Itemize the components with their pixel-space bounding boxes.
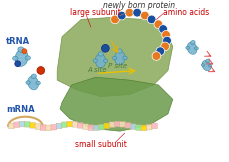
FancyBboxPatch shape: [130, 124, 136, 129]
Circle shape: [15, 61, 20, 67]
FancyBboxPatch shape: [8, 123, 14, 129]
Ellipse shape: [26, 81, 30, 84]
FancyBboxPatch shape: [93, 125, 99, 131]
FancyBboxPatch shape: [125, 123, 130, 128]
Circle shape: [161, 30, 170, 39]
FancyBboxPatch shape: [98, 124, 104, 130]
Text: amino acids: amino acids: [162, 8, 209, 17]
Circle shape: [37, 67, 44, 74]
FancyBboxPatch shape: [140, 125, 146, 131]
FancyBboxPatch shape: [72, 122, 78, 127]
Ellipse shape: [103, 59, 107, 63]
Ellipse shape: [112, 56, 116, 60]
Circle shape: [117, 11, 125, 20]
FancyBboxPatch shape: [146, 124, 151, 130]
Circle shape: [110, 15, 119, 24]
FancyBboxPatch shape: [104, 123, 109, 129]
Ellipse shape: [95, 54, 105, 68]
Polygon shape: [57, 17, 172, 97]
FancyBboxPatch shape: [24, 122, 30, 127]
FancyBboxPatch shape: [119, 122, 125, 127]
Ellipse shape: [36, 81, 40, 85]
Text: large subunit: large subunit: [69, 8, 120, 17]
FancyBboxPatch shape: [135, 125, 141, 130]
Ellipse shape: [194, 47, 197, 50]
Circle shape: [151, 52, 160, 60]
Ellipse shape: [15, 50, 28, 66]
FancyBboxPatch shape: [45, 125, 51, 131]
Ellipse shape: [185, 46, 189, 49]
Circle shape: [22, 49, 27, 54]
FancyBboxPatch shape: [19, 121, 25, 127]
FancyBboxPatch shape: [61, 122, 67, 127]
Circle shape: [147, 15, 155, 24]
FancyBboxPatch shape: [56, 123, 62, 129]
Ellipse shape: [31, 74, 36, 79]
Ellipse shape: [18, 47, 24, 52]
Ellipse shape: [93, 59, 97, 62]
Circle shape: [132, 8, 141, 17]
FancyBboxPatch shape: [67, 121, 72, 127]
Polygon shape: [60, 77, 172, 131]
FancyBboxPatch shape: [14, 122, 19, 127]
Text: newly born protein: newly born protein: [103, 1, 174, 10]
FancyBboxPatch shape: [51, 124, 57, 130]
FancyBboxPatch shape: [77, 123, 83, 128]
Ellipse shape: [28, 76, 38, 90]
Ellipse shape: [205, 59, 209, 63]
FancyBboxPatch shape: [88, 125, 93, 130]
Ellipse shape: [186, 42, 196, 54]
Circle shape: [153, 20, 162, 29]
Ellipse shape: [201, 61, 210, 71]
Text: A site: A site: [87, 67, 107, 73]
Ellipse shape: [190, 40, 194, 45]
FancyBboxPatch shape: [114, 121, 120, 127]
Ellipse shape: [13, 56, 18, 60]
Circle shape: [101, 44, 109, 52]
FancyBboxPatch shape: [82, 124, 88, 129]
Ellipse shape: [200, 64, 204, 66]
Circle shape: [162, 36, 171, 45]
FancyBboxPatch shape: [40, 125, 46, 130]
Text: P site: P site: [108, 63, 127, 69]
FancyBboxPatch shape: [151, 123, 157, 129]
Circle shape: [125, 8, 133, 17]
Circle shape: [158, 25, 167, 33]
Circle shape: [140, 11, 149, 20]
FancyBboxPatch shape: [109, 122, 114, 127]
Ellipse shape: [117, 49, 122, 53]
Circle shape: [160, 42, 169, 51]
Text: tRNA: tRNA: [6, 37, 30, 46]
Ellipse shape: [114, 51, 125, 65]
Circle shape: [155, 47, 164, 56]
FancyBboxPatch shape: [30, 122, 35, 128]
Ellipse shape: [98, 52, 103, 56]
Text: small subunit: small subunit: [74, 140, 126, 149]
Ellipse shape: [207, 64, 211, 67]
Text: mRNA: mRNA: [6, 104, 35, 114]
Ellipse shape: [122, 56, 127, 60]
Ellipse shape: [25, 56, 30, 60]
FancyBboxPatch shape: [35, 124, 41, 129]
